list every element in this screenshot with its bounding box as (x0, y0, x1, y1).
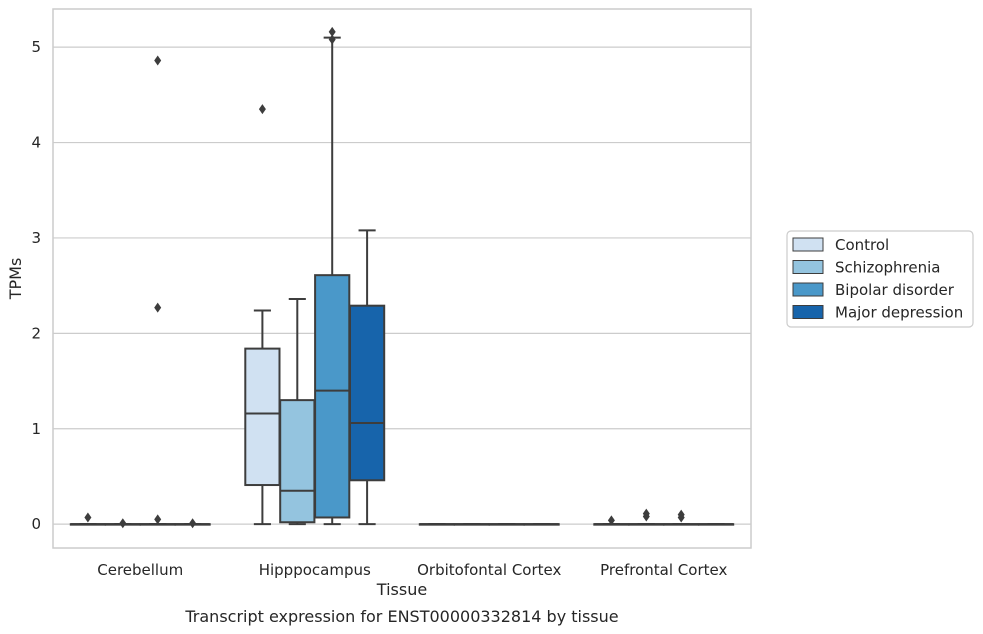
box (279, 298, 316, 526)
box (69, 512, 107, 526)
legend-label: Schizophrenia (835, 259, 940, 277)
box-body (348, 304, 386, 482)
box (348, 229, 386, 526)
y-axis-label: TPMs (6, 258, 25, 301)
box (663, 509, 700, 526)
outlier-point (642, 508, 650, 519)
box (628, 508, 665, 526)
box (244, 104, 281, 526)
legend-swatch (792, 260, 824, 274)
box (174, 518, 211, 529)
x-tick-label: Orbitofontal Cortex (417, 561, 561, 579)
box (523, 523, 560, 526)
x-tick-label: Prefrontal Cortex (600, 561, 727, 579)
legend-swatch (792, 237, 824, 252)
chart-caption: Transcript expression for ENST0000033281… (184, 607, 618, 626)
box (593, 515, 630, 526)
outlier-point (328, 26, 336, 37)
y-tick-label: 3 (31, 229, 41, 247)
legend-label: Major depression (835, 304, 963, 322)
outlier-point (154, 514, 162, 525)
box (488, 523, 525, 526)
legend-swatch (792, 282, 824, 297)
x-axis-label: Tissue (376, 580, 427, 599)
legend-frame (786, 230, 974, 328)
box (104, 518, 141, 529)
box (139, 55, 176, 526)
outlier-point (677, 509, 685, 520)
outlier-point (84, 512, 92, 523)
box (418, 523, 456, 526)
outlier-point (119, 518, 127, 529)
box-body (279, 399, 316, 524)
grid-lines (53, 46, 751, 525)
y-axis-ticks: 0 1 2 3 4 5 (31, 38, 41, 533)
outlier-point (154, 55, 162, 66)
box (453, 523, 490, 526)
outlier-point (189, 518, 197, 529)
box-series (69, 26, 735, 529)
plot-frame (52, 8, 752, 549)
box-body (244, 347, 281, 487)
y-tick-label: 0 (31, 515, 41, 533)
box-body (314, 274, 351, 519)
y-tick-label: 1 (31, 420, 41, 438)
outlier-point (328, 34, 336, 45)
outlier-point (607, 515, 615, 526)
outlier-point (154, 302, 162, 313)
outlier-point (258, 104, 266, 115)
y-tick-label: 4 (31, 134, 41, 152)
legend-label: Bipolar disorder (835, 281, 955, 299)
box (314, 26, 351, 526)
x-axis-ticks: Cerebellum Hipppocampus Orbitofontal Corte… (97, 561, 727, 579)
x-tick-label: Cerebellum (97, 561, 183, 579)
y-tick-label: 5 (31, 38, 41, 56)
legend-swatch (792, 305, 824, 319)
x-tick-label: Hipppocampus (259, 561, 371, 579)
legend-label: Control (835, 236, 889, 254)
legend: Control Schizophrenia Bipolar disorder Majo… (786, 230, 974, 328)
box (697, 523, 735, 526)
y-tick-label: 2 (31, 324, 41, 342)
